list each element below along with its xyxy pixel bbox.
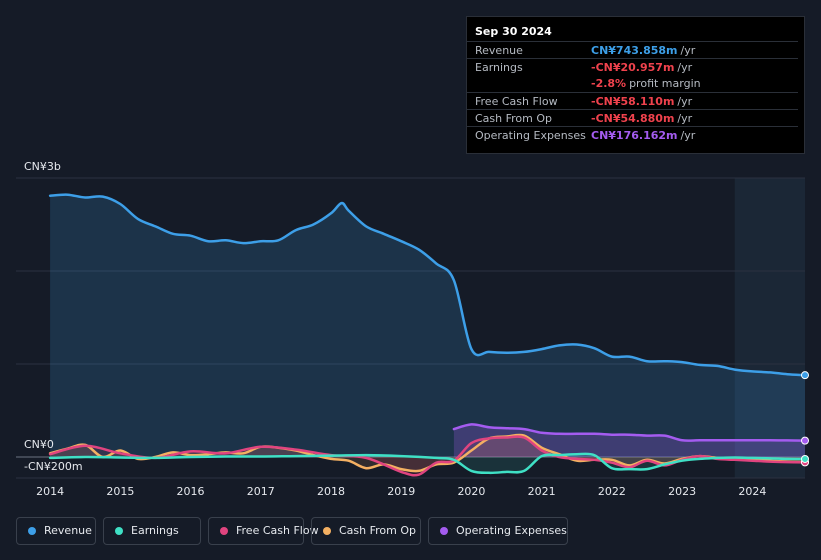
x-tick-label-2017: 2017 — [247, 485, 275, 498]
tooltip-row-label: Cash From Op — [475, 112, 553, 125]
tooltip-row-value: -2.8% profit margin — [591, 77, 701, 90]
tooltip-row-unit: /yr — [680, 129, 696, 142]
y-tick-label-2: -CN¥200m — [24, 460, 83, 473]
tooltip-panel: Sep 30 2024 Revenue CN¥743.858m/yr Earning… — [466, 16, 805, 154]
legend-label: Cash From Op — [339, 524, 417, 537]
x-tick-label-2021: 2021 — [528, 485, 556, 498]
y-tick-label-1: CN¥0 — [24, 438, 54, 451]
legend-item-earnings[interactable]: Earnings — [103, 517, 201, 545]
tooltip-row-label: Revenue — [475, 44, 523, 57]
y-tick-label-0: CN¥3b — [24, 160, 61, 173]
x-tick-label-2016: 2016 — [177, 485, 205, 498]
legend-item-revenue[interactable]: Revenue — [16, 517, 96, 545]
series-line-operating-expenses — [452, 423, 807, 442]
legend-label: Earnings — [131, 524, 179, 537]
legend-label: Revenue — [44, 524, 92, 537]
axis-layer: CN¥3b CN¥0 -CN¥200m 2014 2015 2016 2017 2018 201… — [24, 160, 766, 498]
tooltip-row-unit: /yr — [677, 61, 693, 74]
tooltip-row-value: CN¥176.162m/yr — [591, 129, 696, 142]
tooltip-row-label: Operating Expenses — [475, 129, 586, 142]
tooltip-row-4: Cash From Op -CN¥54.880m/yr — [467, 109, 798, 127]
line-layer — [48, 193, 807, 477]
x-tick-label-2023: 2023 — [668, 485, 696, 498]
legend-item-cash-from-op[interactable]: Cash From Op — [311, 517, 421, 545]
tooltip-row-value: -CN¥20.957m/yr — [591, 61, 693, 74]
tooltip-row-unit: /yr — [680, 44, 696, 57]
x-tick-label-2020: 2020 — [457, 485, 485, 498]
tooltip-row-value: CN¥743.858m/yr — [591, 44, 696, 57]
x-tick-label-2019: 2019 — [387, 485, 415, 498]
plot-background — [16, 178, 805, 478]
legend-dot-icon — [323, 527, 331, 535]
tooltip-date: Sep 30 2024 — [475, 25, 552, 38]
legend-item-free-cash-flow[interactable]: Free Cash Flow — [208, 517, 319, 545]
tooltip-row-value: -CN¥58.110m/yr — [591, 95, 693, 108]
series-line-revenue — [48, 193, 807, 377]
tooltip-row-unit: /yr — [677, 112, 693, 125]
chart-area: CN¥3b CN¥0 -CN¥200m 2014 2015 2016 2017 2018 201… — [16, 160, 809, 498]
series-endpoint-revenue — [801, 371, 809, 380]
tooltip-row-unit: profit margin — [629, 77, 701, 90]
series-endpoint-operating-expenses — [801, 436, 809, 445]
legend-dot-icon — [28, 527, 36, 535]
tooltip-row-value: -CN¥54.880m/yr — [591, 112, 693, 125]
tooltip-row-1: Earnings -CN¥20.957m/yr — [467, 58, 798, 76]
series-line-earnings — [48, 452, 807, 475]
x-tick-label-2014: 2014 — [36, 485, 64, 498]
series-area-revenue — [50, 194, 806, 457]
series-endpoint-earnings — [801, 454, 809, 463]
tooltip-row-label: Free Cash Flow — [475, 95, 558, 108]
grid-layer — [16, 177, 805, 479]
tooltip-row-2: -2.8% profit margin — [467, 75, 798, 92]
x-tick-label-2015: 2015 — [106, 485, 134, 498]
tooltip-row-0: Revenue CN¥743.858m/yr — [467, 41, 798, 59]
legend-dot-icon — [220, 527, 228, 535]
legend-label: Operating Expenses — [456, 524, 567, 537]
legend-dot-icon — [440, 527, 448, 535]
x-tick-label-2022: 2022 — [598, 485, 626, 498]
legend-item-operating-expenses[interactable]: Operating Expenses — [428, 517, 568, 545]
tooltip-row-5: Operating Expenses CN¥176.162m/yr — [467, 126, 798, 144]
tooltip-row-label: Earnings — [475, 61, 523, 74]
recent-period-shade — [734, 178, 805, 478]
x-tick-label-2024: 2024 — [738, 485, 766, 498]
x-tick-label-2018: 2018 — [317, 485, 345, 498]
tooltip-row-unit: /yr — [677, 95, 693, 108]
series-area-cash-from-op — [50, 434, 806, 472]
legend-label: Free Cash Flow — [236, 524, 319, 537]
legend-dot-icon — [115, 527, 123, 535]
marker-layer — [801, 371, 809, 467]
tooltip-row-3: Free Cash Flow -CN¥58.110m/yr — [467, 92, 798, 110]
